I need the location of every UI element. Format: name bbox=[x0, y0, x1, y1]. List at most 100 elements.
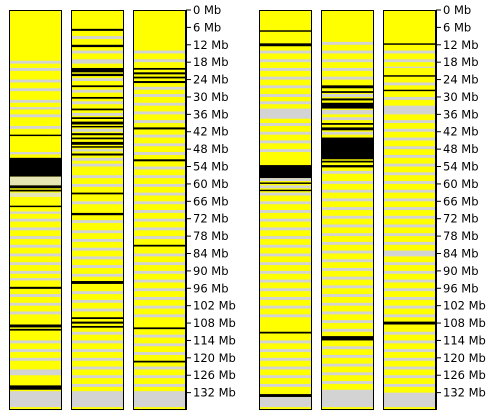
group-2-track-3-band-16 bbox=[383, 163, 436, 167]
group-1-track-3-band-18 bbox=[133, 166, 186, 170]
group-1-track-1-band-4 bbox=[9, 79, 62, 83]
group-2-track-1-band-21 bbox=[259, 192, 312, 196]
group-1-track-3-frame bbox=[133, 10, 186, 411]
group-1-track-3-band-13 bbox=[133, 127, 186, 130]
group-1-track-3-band-3 bbox=[133, 59, 186, 63]
group-1-track-3-band-17 bbox=[133, 159, 186, 162]
group-1-track-1-band-7 bbox=[9, 107, 62, 110]
group-2-track-2-band-24 bbox=[321, 207, 374, 211]
group-2-track-3-band-24 bbox=[383, 233, 436, 237]
group-1-track-1-band-26 bbox=[9, 278, 62, 281]
group-2-track-2-band-3 bbox=[321, 50, 374, 54]
group-2-track-1-band-43 bbox=[259, 394, 312, 397]
group-2-track-2-band-38 bbox=[321, 328, 374, 332]
group-1-track-1-band-24 bbox=[9, 262, 62, 266]
group-2-track-3-band-22 bbox=[383, 215, 436, 219]
group-1-track-2-band-33 bbox=[71, 220, 124, 224]
group-1-track-3-band-14 bbox=[133, 134, 186, 138]
group-1-track-3-band-39 bbox=[133, 352, 186, 355]
group-2-tick-label-11: 66 Mb bbox=[443, 194, 479, 208]
group-1-track-1-band-16 bbox=[9, 192, 62, 197]
group-1-tick-label-2: 12 Mb bbox=[193, 38, 229, 52]
group-2-tick-label-19: 114 Mb bbox=[443, 333, 486, 347]
group-2-track-3-band-38 bbox=[383, 357, 436, 361]
group-1-tick-label-18: 108 Mb bbox=[193, 316, 236, 330]
group-2-tick-label-12: 72 Mb bbox=[443, 212, 479, 226]
group-2-track-3-band-40 bbox=[383, 375, 436, 379]
group-2-track-3-band-17 bbox=[383, 172, 436, 176]
group-1-track-1-band-17 bbox=[9, 205, 62, 208]
group-2-track-3-band-7 bbox=[383, 82, 436, 86]
group-2-track-3-band-1 bbox=[383, 10, 436, 37]
group-2-track-3-band-12 bbox=[383, 128, 436, 132]
group-1-track-3-band-22 bbox=[133, 201, 186, 205]
group-1-track-2-band-32 bbox=[71, 212, 124, 216]
group-1-track-2-band-26 bbox=[71, 157, 124, 161]
group-1-track-2-band-17 bbox=[71, 121, 124, 125]
group-1-track-3-band-12 bbox=[133, 120, 186, 124]
group-1-track-2-band-47 bbox=[71, 331, 124, 335]
group-1-track-2-band-49 bbox=[71, 349, 124, 353]
group-1-track-3-band-24 bbox=[133, 218, 186, 222]
group-2-track-1-band-15 bbox=[259, 149, 312, 153]
group-2-track-1-band-25 bbox=[259, 227, 312, 231]
group-2-track-2-band-23 bbox=[321, 198, 374, 202]
group-2-track-1-band-17 bbox=[259, 178, 312, 182]
group-1-track-2-band-13 bbox=[71, 101, 124, 105]
group-2-track-2-band-25 bbox=[321, 215, 374, 219]
group-2-track-1-band-16 bbox=[259, 165, 312, 179]
group-1-track-1-band-10 bbox=[9, 134, 62, 137]
group-2-track-3-band-13 bbox=[383, 137, 436, 141]
group-2-track-1-band-38 bbox=[259, 349, 312, 353]
group-2-track-2-band-26 bbox=[321, 224, 374, 228]
group-2-track-3-band-30 bbox=[383, 288, 436, 292]
group-1-track-3-band-35 bbox=[133, 314, 186, 318]
group-1-track-2-band-4 bbox=[71, 44, 124, 48]
group-1-tick-label-14: 84 Mb bbox=[193, 246, 229, 260]
group-2-track-1-band-23 bbox=[259, 210, 312, 213]
group-2-track-1-band-27 bbox=[259, 244, 312, 248]
group-1-track-2-band-11 bbox=[71, 89, 124, 93]
group-1-track-2-band-30 bbox=[71, 192, 124, 195]
group-1-track-2-band-54 bbox=[71, 391, 124, 408]
group-2-track-1-band-34 bbox=[259, 305, 312, 309]
group-1-track-2-band-29 bbox=[71, 183, 124, 187]
group-1-track-3-band-28 bbox=[133, 253, 186, 257]
group-1-track-1-band-11 bbox=[9, 152, 62, 155]
group-1-tick-label-1: 6 Mb bbox=[193, 20, 221, 34]
group-2-track-1-band-44 bbox=[259, 396, 312, 408]
group-1-track-2-band-48 bbox=[71, 340, 124, 344]
group-1-track-3-band-9 bbox=[133, 94, 186, 97]
group-1-track-2-band-5 bbox=[71, 50, 124, 54]
group-2-tick-label-8: 48 Mb bbox=[443, 142, 479, 156]
group-1-track-3-band-11 bbox=[133, 111, 186, 115]
group-2-track-1-band-4 bbox=[259, 50, 312, 54]
group-2-track-1-band-5 bbox=[259, 59, 312, 63]
group-1-track-1-band-18 bbox=[9, 211, 62, 214]
group-1-track-2-frame bbox=[71, 10, 124, 411]
group-1-track-2-band-20 bbox=[71, 133, 124, 136]
group-1-track-2-band-21 bbox=[71, 137, 124, 140]
group-1-track-2-band-19 bbox=[71, 128, 124, 132]
group-1-tick-label-21: 126 Mb bbox=[193, 368, 236, 382]
group-2-tick-label-10: 60 Mb bbox=[443, 177, 479, 191]
group-2-track-3-band-8 bbox=[383, 89, 436, 92]
group-2-track-3-band-28 bbox=[383, 270, 436, 274]
group-2-track-1-band-29 bbox=[259, 262, 312, 266]
group-1-track-1-band-28 bbox=[9, 294, 62, 297]
group-2-track-2-band-33 bbox=[321, 285, 374, 289]
group-1-tick-label-0: 0 Mb bbox=[193, 3, 221, 17]
group-2-track-1-band-35 bbox=[259, 314, 312, 318]
group-2-track-2-band-4 bbox=[321, 59, 374, 63]
group-1-tick-label-4: 24 Mb bbox=[193, 73, 229, 87]
group-2-track-2-band-34 bbox=[321, 294, 374, 297]
group-1-tick-label-5: 30 Mb bbox=[193, 90, 229, 104]
group-2-track-2-frame bbox=[321, 10, 374, 411]
group-2-tick-label-13: 78 Mb bbox=[443, 229, 479, 243]
group-1-track-2-band-42 bbox=[71, 299, 124, 303]
group-1-track-2-band-6 bbox=[71, 59, 124, 64]
group-2-track-2-band-22 bbox=[321, 189, 374, 193]
group-2-track-2-band-44 bbox=[321, 381, 374, 384]
group-1-tick-label-12: 72 Mb bbox=[193, 212, 229, 226]
group-1-track-2-band-28 bbox=[71, 175, 124, 179]
